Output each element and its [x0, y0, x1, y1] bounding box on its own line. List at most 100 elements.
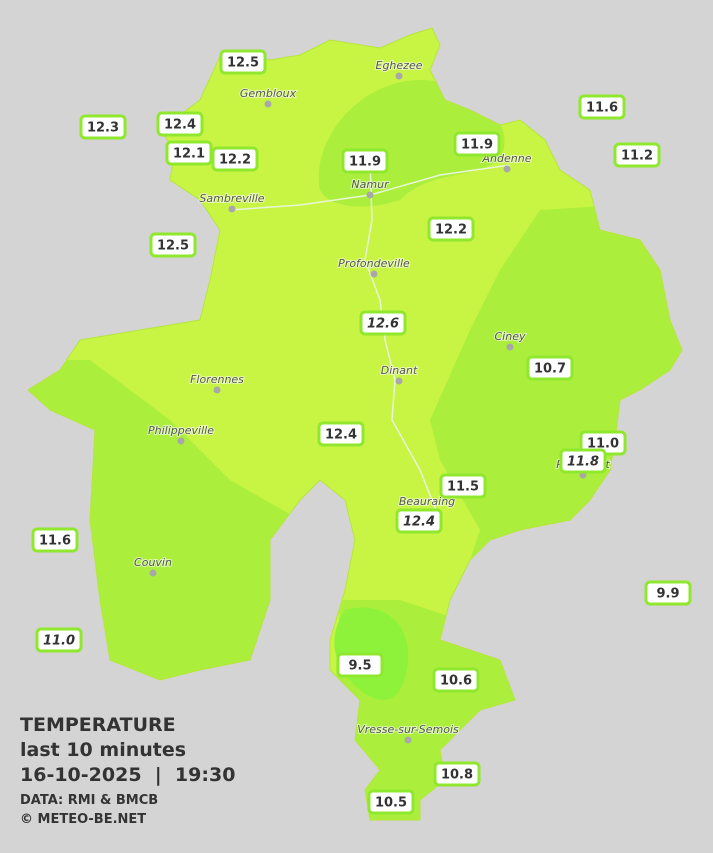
- legend-title: TEMPERATURE: [20, 714, 176, 736]
- station-box: [644, 580, 692, 606]
- station-value: 12.6: [367, 317, 399, 332]
- station: 10.7: [526, 355, 574, 381]
- city-label: Namur: [351, 178, 390, 191]
- city-dot: [404, 736, 412, 744]
- city-label: Beauraing: [399, 495, 455, 508]
- station: 11.2: [613, 142, 661, 168]
- station-box: [367, 789, 415, 815]
- city-label: Sambreville: [199, 192, 264, 205]
- city-dot: [177, 437, 185, 445]
- station-box: [578, 94, 626, 120]
- station: 10.8: [433, 761, 481, 787]
- legend-source: DATA: RMI & BMCB: [20, 793, 158, 808]
- station-box: [395, 508, 443, 534]
- station: 10.6: [432, 667, 480, 693]
- city-dot: [149, 569, 157, 577]
- station: 11.9: [341, 148, 389, 174]
- station-box: [453, 131, 501, 157]
- station-box: [433, 761, 481, 787]
- city-label: Ciney: [495, 330, 526, 343]
- station-value: 11.9: [349, 155, 381, 170]
- station-value: 9.5: [348, 659, 371, 674]
- city-label: Philippeville: [148, 424, 214, 437]
- station-value: 12.1: [173, 147, 205, 162]
- station: 11.6: [578, 94, 626, 120]
- station: 9.9: [644, 580, 692, 606]
- station: 9.5: [336, 652, 384, 678]
- city-dot: [395, 72, 403, 80]
- river: [364, 159, 441, 521]
- station-box: [211, 146, 259, 172]
- city-label: Profondeville: [338, 257, 410, 270]
- station-box: [317, 421, 365, 447]
- city-dot: [264, 100, 272, 108]
- city-dot: [228, 205, 236, 213]
- city-dot: [506, 343, 514, 351]
- station-value: 10.7: [534, 362, 566, 377]
- station: 11.8: [559, 448, 607, 474]
- city-dot: [503, 165, 511, 173]
- station-box: [439, 473, 487, 499]
- station-value: 12.5: [227, 56, 259, 71]
- station-box: [219, 49, 267, 75]
- station-value: 11.2: [621, 149, 653, 164]
- city-dot: [395, 377, 403, 385]
- station-value: 12.2: [219, 153, 251, 168]
- station-box: [336, 652, 384, 678]
- stations: 12.5 12.4 12.3 12.1 12.2 11.9 11.9 11.6 11.2 12.5…: [31, 49, 692, 815]
- station-box: [526, 355, 574, 381]
- station-box: [559, 448, 607, 474]
- station-value: 11.0: [587, 437, 619, 452]
- station: 11.0: [579, 430, 627, 456]
- station-value: 10.5: [375, 796, 407, 811]
- city-dot: [370, 270, 378, 278]
- city-dot: [366, 191, 374, 199]
- legend-datetime: 16-10-2025 | 19:30: [20, 764, 235, 786]
- station-box: [165, 140, 213, 166]
- station-box: [613, 142, 661, 168]
- station-value: 11.9: [461, 138, 493, 153]
- legend: TEMPERATURE last 10 minutes 16-10-2025 |…: [20, 714, 235, 827]
- station: 12.4: [395, 508, 443, 534]
- station: 12.6: [359, 310, 407, 336]
- station-box: [35, 627, 83, 653]
- station: 10.5: [367, 789, 415, 815]
- station-box: [149, 232, 197, 258]
- city-label: Florennes: [190, 373, 244, 386]
- station: 11.6: [31, 527, 79, 553]
- station-value: 10.6: [440, 674, 472, 689]
- station-value: 12.4: [164, 118, 196, 133]
- station-value: 12.3: [87, 121, 119, 136]
- station: 12.3: [79, 114, 127, 140]
- station: 11.5: [439, 473, 487, 499]
- zone-north: [318, 80, 505, 207]
- station-value: 11.6: [586, 101, 618, 116]
- city-label: Couvin: [134, 556, 172, 569]
- station-value: 11.8: [567, 455, 599, 470]
- city-label: Dinant: [381, 364, 418, 377]
- city-label: Vresse-sur-Semois: [357, 723, 459, 736]
- station: 12.2: [427, 216, 475, 242]
- station-value: 11.0: [43, 634, 75, 649]
- station-value: 12.5: [157, 239, 189, 254]
- station-value: 12.4: [403, 515, 435, 530]
- station-box: [359, 310, 407, 336]
- station-value: 10.8: [441, 768, 473, 783]
- station-box: [432, 667, 480, 693]
- city-dot: [213, 386, 221, 394]
- station: 11.9: [453, 131, 501, 157]
- station-value: 11.5: [447, 480, 479, 495]
- legend-credit: © METEO-BE.NET: [20, 812, 146, 827]
- station: 12.4: [317, 421, 365, 447]
- station: 12.5: [149, 232, 197, 258]
- station-value: 11.6: [39, 534, 71, 549]
- station-value: 9.9: [656, 587, 679, 602]
- station-value: 12.4: [325, 428, 357, 443]
- station: 12.2: [211, 146, 259, 172]
- city-label: Gembloux: [240, 87, 297, 100]
- station-value: 12.2: [435, 223, 467, 238]
- legend-subtitle: last 10 minutes: [20, 739, 186, 761]
- station-box: [427, 216, 475, 242]
- station: 12.1: [165, 140, 213, 166]
